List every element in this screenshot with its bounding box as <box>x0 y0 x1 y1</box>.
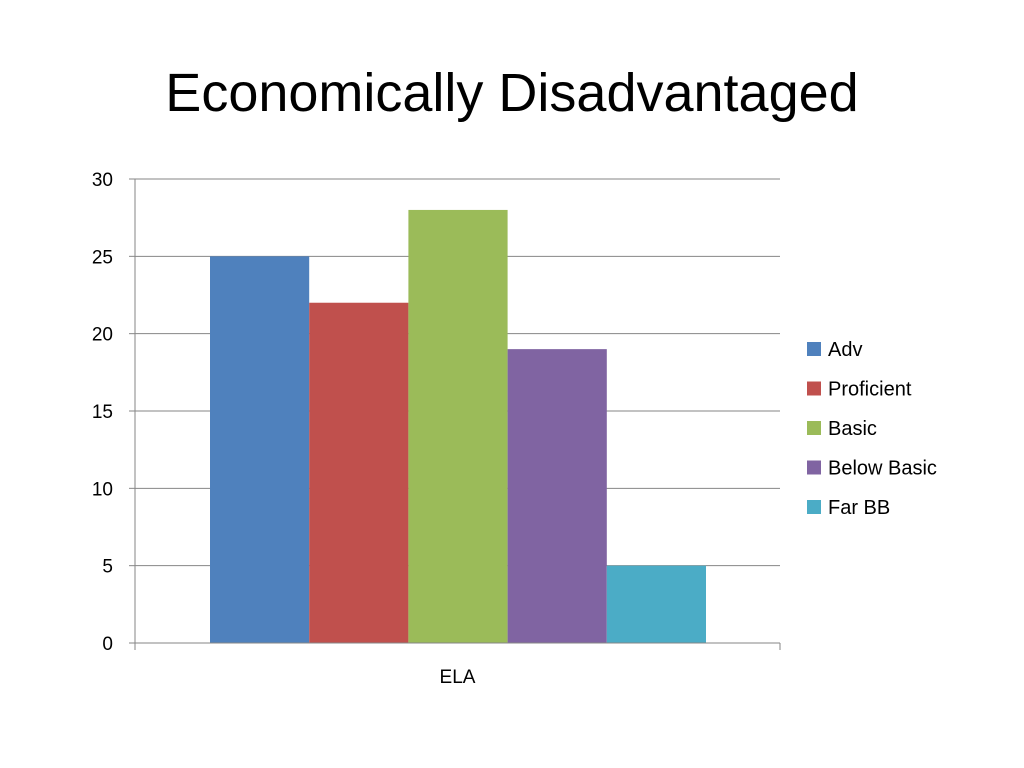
legend: Adv Proficient Basic Below Basic Far BB <box>807 339 937 519</box>
bar-adv <box>210 256 310 643</box>
y-tick-label: 25 <box>92 247 113 268</box>
legend-swatch-proficient <box>807 381 821 396</box>
bar-below-basic <box>507 349 607 643</box>
x-tick-label: ELA <box>440 667 476 688</box>
legend-swatch-adv <box>807 342 821 356</box>
y-tick-label: 30 <box>92 170 113 191</box>
legend-swatch-far-bb <box>807 500 821 514</box>
x-tick-labels: ELA <box>440 667 476 688</box>
bars <box>210 209 706 643</box>
y-tick-label: 15 <box>92 402 113 423</box>
legend-label-below-basic: Below Basic <box>828 458 937 480</box>
legend-label-basic: Basic <box>828 418 877 440</box>
y-tick-label: 10 <box>92 479 113 500</box>
y-tick-label: 0 <box>102 634 113 655</box>
bar-basic <box>408 209 508 643</box>
legend-label-adv: Adv <box>828 339 862 361</box>
bar-proficient <box>309 302 409 643</box>
legend-swatch-basic <box>807 421 821 435</box>
legend-swatch-below-basic <box>807 460 821 475</box>
legend-label-proficient: Proficient <box>828 379 912 401</box>
bar-far-bb <box>606 565 706 643</box>
chart-title: Economically Disadvantaged <box>165 63 859 123</box>
y-tick-label: 5 <box>102 557 113 578</box>
legend-label-far-bb: Far BB <box>828 497 890 519</box>
y-tick-labels: 0 5 10 15 20 25 30 <box>92 170 113 655</box>
y-tick-label: 20 <box>92 325 113 346</box>
axes <box>129 178 781 650</box>
